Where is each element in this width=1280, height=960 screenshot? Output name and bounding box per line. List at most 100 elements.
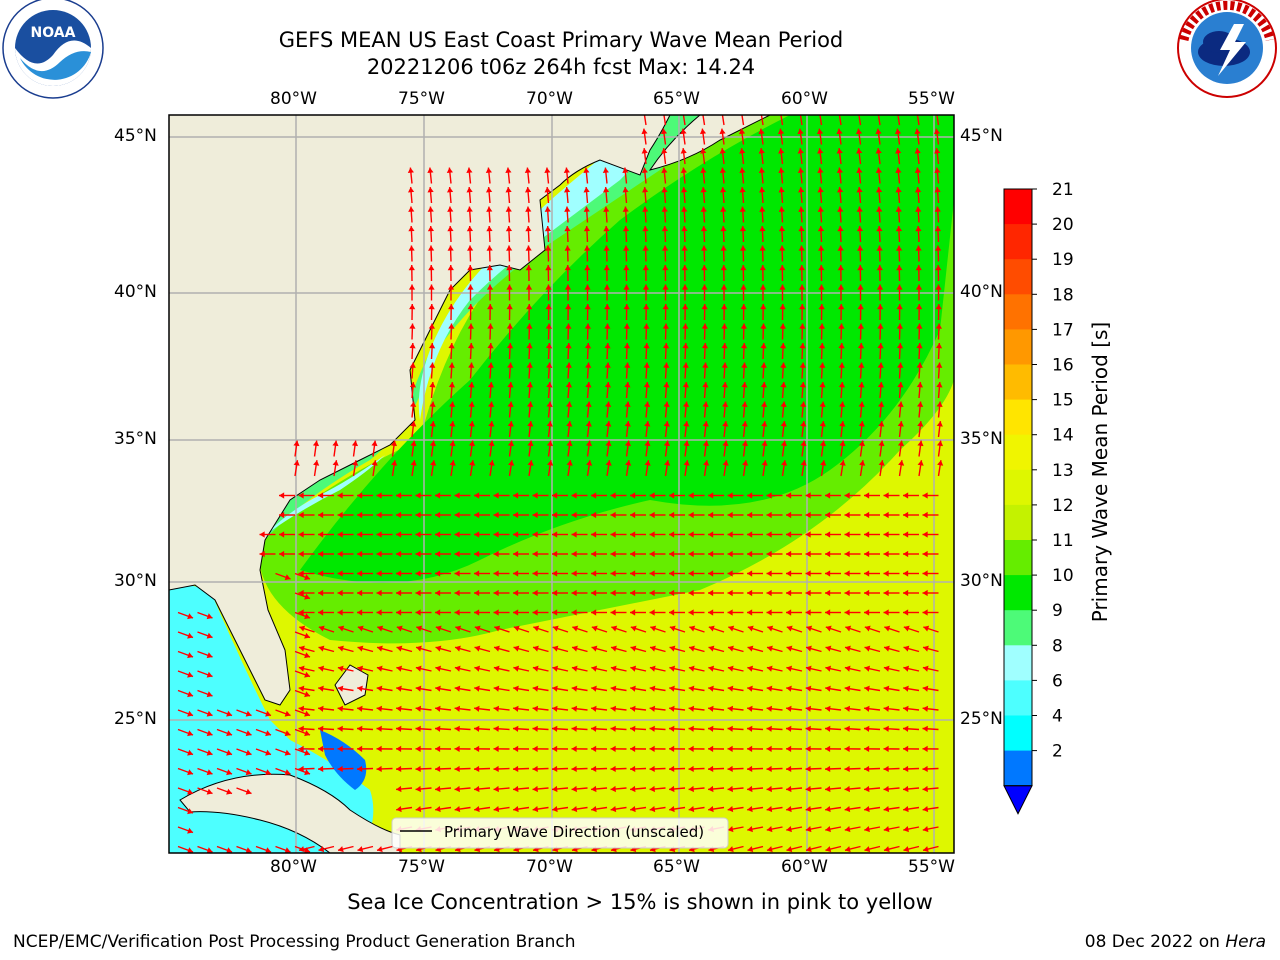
arrow-head <box>766 570 772 577</box>
arrow-head <box>669 765 675 773</box>
arrow-head <box>318 725 324 732</box>
arrow-head <box>739 187 746 193</box>
arrow-head <box>825 805 831 813</box>
arrow-head <box>680 128 687 135</box>
arrow-head <box>545 323 552 329</box>
arrow-head <box>187 808 194 815</box>
arrow-head <box>758 109 764 115</box>
arrow-head <box>591 765 597 773</box>
arrow-head <box>649 492 655 499</box>
arrow-head <box>513 511 519 519</box>
arrow-head <box>642 265 649 271</box>
arrow-head <box>284 749 291 756</box>
arrow-head <box>630 531 636 538</box>
colorbar-band <box>1004 189 1032 225</box>
arrow-head <box>187 827 194 834</box>
arrow-head <box>864 589 870 597</box>
arrow-head <box>798 245 805 251</box>
arrow-head <box>935 343 943 349</box>
arrow-head <box>875 128 882 135</box>
arrow-head <box>357 492 363 499</box>
arrow-head <box>552 550 558 558</box>
arrow-head <box>688 589 694 597</box>
arrow-head <box>837 245 844 251</box>
colorbar-tick-label: 19 <box>1052 250 1074 270</box>
arrow-head <box>584 284 591 290</box>
arrow-head <box>817 226 825 232</box>
arrow-head <box>298 550 304 558</box>
arrow-head <box>409 304 416 310</box>
arrow-head <box>487 323 494 329</box>
arrow-head <box>625 460 632 466</box>
arrow-head <box>682 362 689 368</box>
arrow-head <box>661 148 668 154</box>
arrow-head <box>739 167 746 174</box>
arrow-head <box>571 785 577 793</box>
arrow-head <box>877 304 884 310</box>
arrow-head <box>779 265 786 271</box>
arrow-head <box>922 511 928 519</box>
arrow-head <box>856 109 862 115</box>
arrow-head <box>876 206 883 212</box>
arrow-head <box>435 745 441 752</box>
arrow-head <box>428 265 435 271</box>
arrow-head <box>396 665 403 672</box>
arrow-head <box>415 805 422 813</box>
arrow-head <box>935 245 942 251</box>
arrow-head <box>454 805 461 813</box>
arrow-head <box>396 570 402 577</box>
left-lat-label: 45°N <box>114 126 157 146</box>
arrow-head <box>187 691 194 698</box>
arrow-head <box>644 421 651 427</box>
arrow-head <box>623 245 630 251</box>
arrow-head <box>805 846 812 853</box>
arrow-head <box>864 685 870 692</box>
arrow-head <box>799 362 806 368</box>
credit-line: NCEP/EMC/Verification Post Processing Pr… <box>13 932 576 952</box>
arrow-head <box>603 226 610 232</box>
legend-box <box>391 817 729 849</box>
right-lat-label: 30°N <box>960 571 1003 591</box>
arrow-head <box>883 665 890 672</box>
arrow-head <box>922 826 929 833</box>
arrow-head <box>584 323 591 329</box>
arrow-head <box>897 421 904 427</box>
arrow-head <box>337 531 343 538</box>
arrow-head <box>552 570 558 577</box>
arrow-head <box>708 609 714 616</box>
arrow-head <box>916 343 923 349</box>
arrow-head <box>895 167 902 174</box>
arrow-head <box>427 187 434 193</box>
arrow-head <box>883 805 890 813</box>
arrow-head <box>532 492 538 499</box>
arrow-head <box>864 745 870 752</box>
arrow-head <box>630 589 636 597</box>
arrow-head <box>838 343 845 349</box>
arrow-head <box>454 665 461 672</box>
arrow-head <box>415 570 421 577</box>
arrow-head <box>778 109 784 115</box>
arrow-head <box>700 206 707 212</box>
arrow-head <box>779 343 787 349</box>
arrow-head <box>761 421 768 427</box>
arrow-head <box>454 531 460 538</box>
arrow-head <box>318 665 325 672</box>
colorbar-tick-label: 10 <box>1052 566 1074 586</box>
arrow-head <box>800 440 807 447</box>
arrow-head <box>604 343 611 349</box>
arrow-head <box>825 826 831 833</box>
arrow-head <box>649 705 656 712</box>
arrow-head <box>896 304 903 310</box>
arrow-head <box>610 725 616 732</box>
arrow-head <box>318 511 324 519</box>
arrow-head <box>506 265 513 271</box>
arrow-head <box>766 745 772 752</box>
bottom-lon-label: 70°W <box>526 857 573 877</box>
arrow-head <box>552 705 558 712</box>
arrow-head <box>766 705 773 712</box>
arrow-head <box>883 685 890 692</box>
arrow-head <box>474 589 480 597</box>
arrow-head <box>226 749 233 756</box>
arrow-head <box>474 805 480 813</box>
arrow-head <box>702 440 710 447</box>
